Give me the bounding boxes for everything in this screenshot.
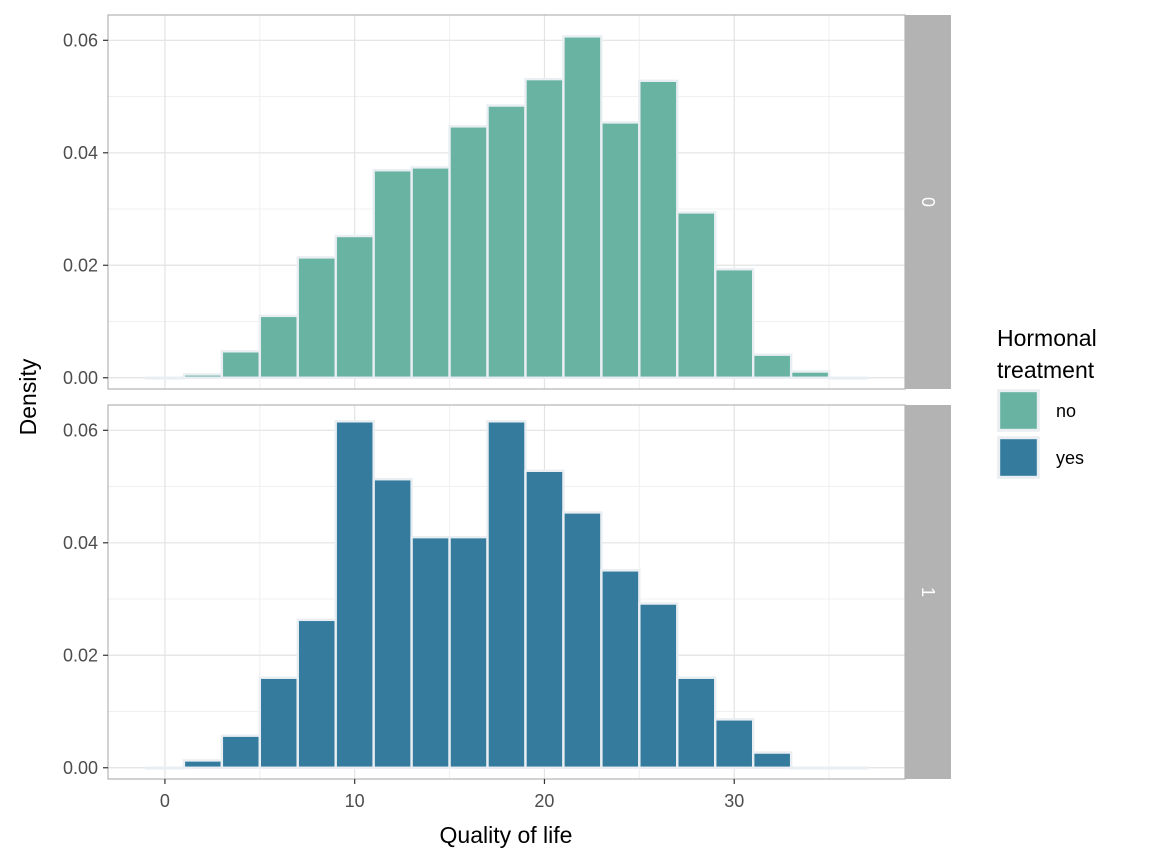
facet-panel-0: 0 0.00 0.02 0.04 0.06 [63,14,951,390]
facet-panels: 0 0.00 0.02 0.04 0.06 1 0.00 0.02 0.04 0.06 0 10 20 3… [63,14,951,811]
histogram-bar [676,676,717,769]
histogram-bar [372,169,413,379]
legend-title: Hormonal [997,325,1097,351]
legend-label-yes: yes [1056,448,1084,468]
y-tick-label: 0.00 [63,368,98,388]
histogram-bar [600,569,641,769]
y-tick-label: 0.00 [63,758,98,778]
histogram-bar [638,79,679,379]
histogram-bar [220,734,262,769]
histogram-bar [296,618,337,769]
facet-strip-label: 1 [918,587,938,597]
histogram-bar [410,166,451,379]
histogram-bar [410,535,451,769]
histogram-bar [486,104,527,379]
histogram-bar [258,314,299,379]
histogram-bar [676,211,717,379]
histogram-bar [789,370,831,379]
histogram-bar [144,376,186,380]
x-tick-label: 20 [534,791,554,811]
legend-key-yes [997,436,1040,479]
facet-strip [905,405,951,779]
histogram-bar [372,478,413,769]
legend-label-no: no [1056,401,1076,421]
histogram-bar [751,353,793,379]
legend-key-no [997,389,1040,432]
y-tick-label: 0.06 [63,420,98,440]
y-tick-label: 0.02 [63,255,98,275]
legend: Hormonal treatment no yes [997,325,1097,479]
histogram-bar [789,766,831,770]
y-tick-label: 0.06 [63,30,98,50]
x-axis-title: Quality of life [440,822,573,848]
histogram-bar [144,766,186,770]
histogram-bar [334,420,375,769]
histogram-bar [486,420,527,769]
facet-panel-1: 1 0.00 0.02 0.04 0.06 0 10 20 30 [63,404,951,811]
y-axis-title: Density [15,358,41,435]
histogram-bar [714,268,755,379]
histogram-bar [751,751,793,769]
histogram-bar [714,718,755,769]
histogram-bar [562,511,603,769]
facet-strip-label: 0 [918,197,938,207]
histogram-bar [334,234,375,379]
histogram-bar [524,77,565,379]
histogram-bar [827,376,869,380]
histogram-bar [638,602,679,769]
y-tick-label: 0.02 [63,645,98,665]
legend-title: treatment [997,357,1095,383]
histogram-bar [296,256,337,379]
histogram-bar [182,759,224,769]
x-tick-label: 10 [345,791,365,811]
axes: Quality of life Density [15,358,572,848]
histogram-bar [182,373,224,379]
histogram-bar [448,535,489,769]
histogram-bar [258,676,299,769]
y-tick-label: 0.04 [63,533,98,553]
facet-strip [905,15,951,389]
histogram-bar [524,469,565,769]
histogram-bar [448,125,489,379]
histogram-bar [562,35,603,379]
y-tick-label: 0.04 [63,143,98,163]
histogram-bar [220,350,262,379]
x-tick-label: 30 [724,791,744,811]
histogram-bar [827,766,869,770]
histogram-bar [600,121,641,379]
x-tick-label: 0 [160,791,170,811]
